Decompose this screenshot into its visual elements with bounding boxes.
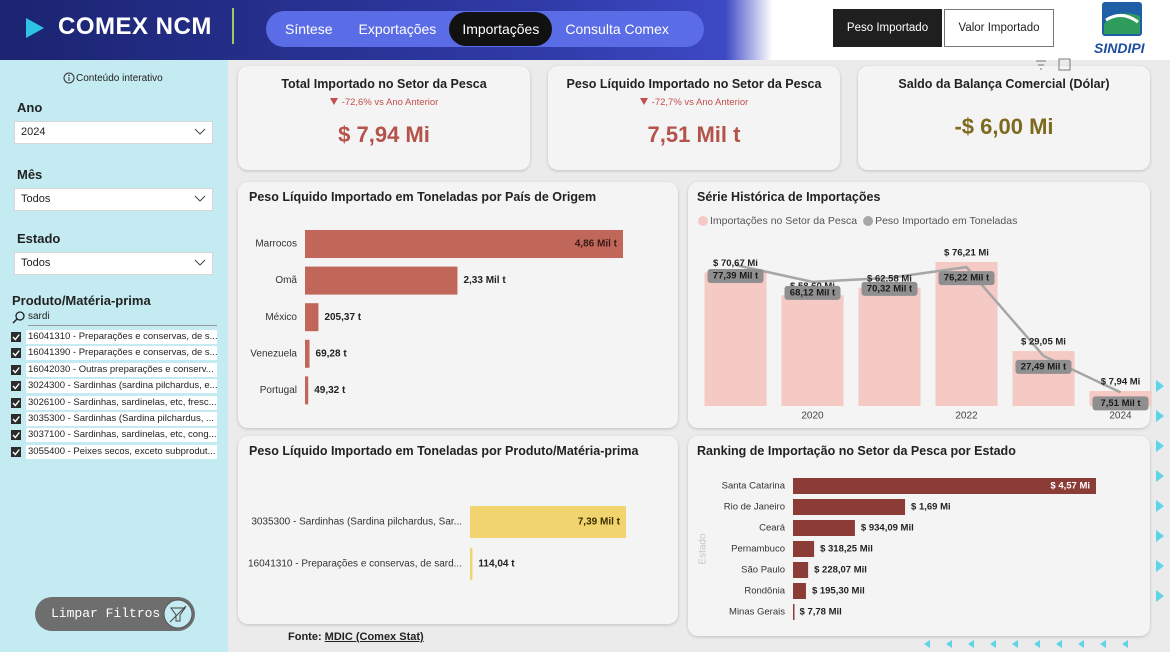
checkbox-label: 3035300 - Sardinhas (Sardina pilchardus,… <box>26 412 217 426</box>
decoration <box>924 640 930 648</box>
checkbox-label: 3024300 - Sardinhas (sardina pilchardus,… <box>26 379 217 394</box>
checkbox <box>11 414 21 424</box>
chart-card: Peso Líquido Importado em Toneladas por … <box>238 436 678 624</box>
checkbox-label: 16042030 - Outras preparações e conserv.… <box>26 362 217 377</box>
checkbox-item[interactable]: 3026100 - Sardinhas, sardinelas, etc, fr… <box>11 395 217 410</box>
chart-card: Ranking de Importação no Setor da Pesca … <box>688 436 1150 636</box>
decoration <box>1156 440 1164 452</box>
chart-title: Série Histórica de Importações <box>697 190 881 204</box>
checkbox-label: 3055400 - Peixes secos, exceto subprodut… <box>26 444 217 459</box>
dropdown[interactable]: 2024 <box>14 121 213 144</box>
tab-bar: Síntese Exportações Importações Consulta Co… <box>266 11 704 47</box>
dropdown-value: Todos <box>21 193 51 205</box>
logo-icon <box>26 18 44 38</box>
kpi-value: -$ 6,00 Mi <box>954 114 1054 139</box>
checkbox-item[interactable]: 3055400 - Peixes secos, exceto subprodut… <box>11 444 217 459</box>
decoration <box>1034 640 1040 648</box>
source: Fonte: MDIC (Comex Stat) <box>288 631 424 643</box>
checkbox-label: 3037100 - Sardinhas, sardinelas, etc, co… <box>26 428 217 443</box>
tab[interactable]: Consulta Comex <box>565 21 669 37</box>
tab[interactable]: Importações <box>449 12 553 46</box>
source-label: Fonte: <box>288 631 322 643</box>
search-input[interactable]: sardi <box>28 309 217 326</box>
checkbox <box>11 364 21 375</box>
checkbox <box>11 397 21 408</box>
decoration <box>1156 410 1164 422</box>
decoration <box>1156 500 1164 512</box>
logo-text: SINDIPI <box>1094 40 1145 56</box>
clear-filters-button[interactable]: Limpar Filtros <box>35 597 195 631</box>
decoration <box>1156 530 1164 542</box>
checkbox-label: 16041310 - Preparações e conservas, de s… <box>26 330 217 344</box>
checkbox-item[interactable]: 16041390 - Preparações e conservas, de s… <box>11 346 217 361</box>
decoration <box>1100 640 1106 648</box>
decoration <box>1156 590 1164 602</box>
kpi-change: -72,6% vs Ano Anterior <box>238 97 530 108</box>
info-text: Conteúdo interativo <box>76 73 163 84</box>
kpi-change-text: -72,7% vs Ano Anterior <box>651 97 749 108</box>
dropdown-value: 2024 <box>21 126 46 138</box>
chart-title: Peso Líquido Importado em Toneladas por … <box>249 190 597 204</box>
kpi-card: Total Importado no Setor da Pesca -72,6%… <box>238 66 530 170</box>
checkbox-item[interactable]: 16042030 - Outras preparações e conserv.… <box>11 362 217 377</box>
chart-card: Série Histórica de Importações <box>688 182 1150 428</box>
checkbox-item[interactable]: 3037100 - Sardinhas, sardinelas, etc, co… <box>11 428 217 443</box>
decoration <box>968 640 974 648</box>
checkbox <box>11 446 21 457</box>
kpi-value: 7,51 Mil t <box>647 122 741 147</box>
kpi-title: Total Importado no Setor da Pesca <box>281 77 487 91</box>
tab[interactable]: Síntese <box>285 21 333 37</box>
decoration <box>1078 640 1084 648</box>
kpi-change-text: -72,6% vs Ano Anterior <box>341 97 439 108</box>
decoration <box>1056 640 1062 648</box>
divider <box>232 8 234 44</box>
toggle-button[interactable]: Peso Importado <box>833 9 942 47</box>
app-title: COMEX NCM <box>58 13 212 40</box>
checkbox-item[interactable]: 3035300 - Sardinhas (Sardina pilchardus,… <box>11 412 217 426</box>
decoration <box>1122 640 1128 648</box>
checkbox-item[interactable]: 3024300 - Sardinhas (sardina pilchardus,… <box>11 379 217 394</box>
checkbox <box>11 348 21 359</box>
dropdown[interactable]: Todos <box>14 188 213 211</box>
dropdown-value: Todos <box>21 257 51 269</box>
filter-label: Estado <box>17 231 61 246</box>
dropdown[interactable]: Todos <box>14 252 213 275</box>
chart-card: Peso Líquido Importado em Toneladas por … <box>238 182 678 428</box>
checkbox <box>11 381 21 392</box>
button-label: Limpar Filtros <box>51 606 161 621</box>
checkbox <box>11 430 21 441</box>
tab[interactable]: Exportações <box>358 21 437 37</box>
kpi-value: $ 7,94 Mi <box>338 122 430 147</box>
kpi-card: Peso Líquido Importado no Setor da Pesca… <box>548 66 840 170</box>
kpi-title: Saldo da Balança Comercial (Dólar) <box>898 77 1110 91</box>
chart-title: Ranking de Importação no Setor da Pesca … <box>697 444 1016 458</box>
toggle-button[interactable]: Valor Importado <box>944 9 1054 47</box>
search-icon <box>12 311 25 324</box>
decoration <box>1156 380 1164 392</box>
decoration <box>1156 470 1164 482</box>
source-link[interactable]: MDIC (Comex Stat) <box>324 631 424 643</box>
decoration <box>1156 560 1164 572</box>
checkbox <box>11 332 21 342</box>
decoration <box>1012 640 1018 648</box>
decoration <box>946 640 952 648</box>
filter-label: Produto/Matéria-prima <box>12 293 151 308</box>
checkbox-label: 16041390 - Preparações e conservas, de s… <box>26 346 217 361</box>
kpi-change: -72,7% vs Ano Anterior <box>548 97 840 108</box>
filter-label: Mês <box>17 167 43 182</box>
filter-label: Ano <box>17 100 43 115</box>
checkbox-item[interactable]: 16041310 - Preparações e conservas, de s… <box>11 330 217 344</box>
chart-title: Peso Líquido Importado em Toneladas por … <box>249 444 639 458</box>
logo-mark <box>1102 2 1142 36</box>
card-icons <box>1036 58 1071 71</box>
checkbox-label: 3026100 - Sardinhas, sardinelas, etc, fr… <box>26 395 217 410</box>
kpi-title: Peso Líquido Importado no Setor da Pesca <box>566 77 822 91</box>
decoration <box>990 640 996 648</box>
info-icon <box>63 72 75 84</box>
kpi-card: Saldo da Balança Comercial (Dólar) -$ 6,… <box>858 66 1150 170</box>
